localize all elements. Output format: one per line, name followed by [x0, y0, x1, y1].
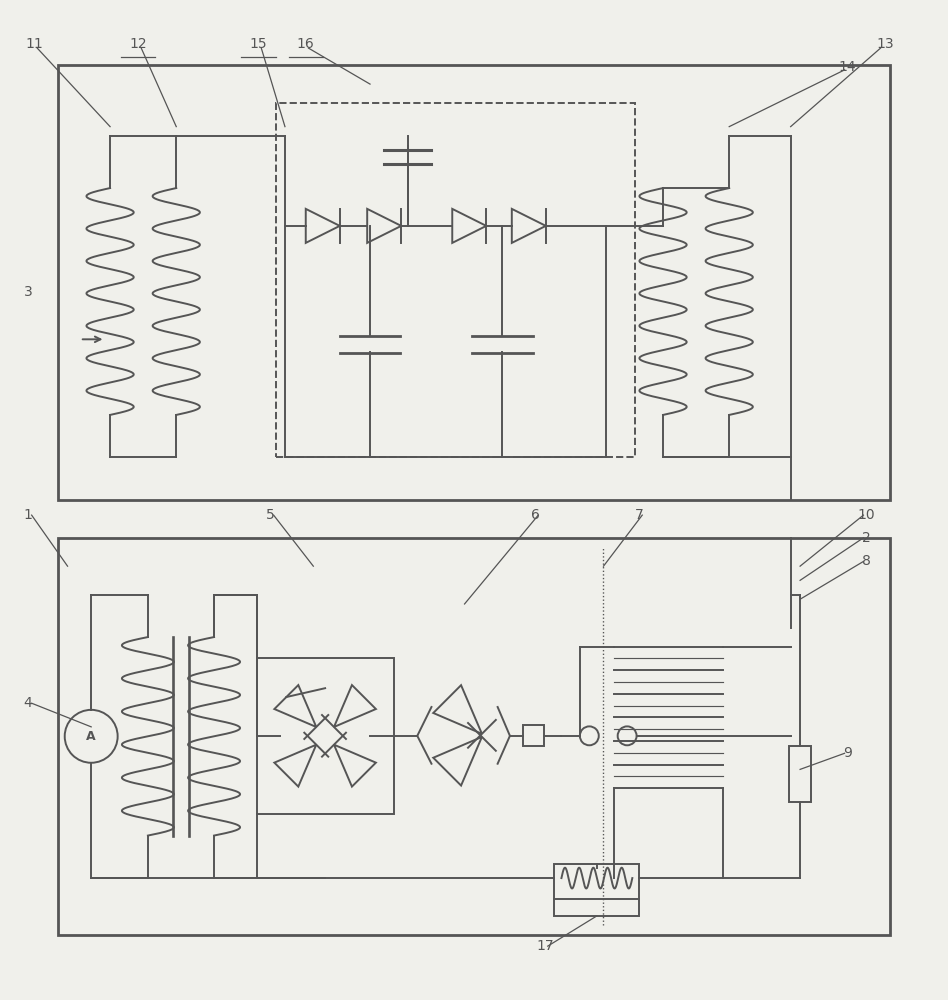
Bar: [257, 658, 393, 814]
Text: 1: 1: [24, 508, 32, 522]
Text: 3: 3: [24, 285, 32, 299]
Bar: [789, 746, 811, 802]
Text: A: A: [86, 730, 96, 743]
Bar: [58, 65, 890, 500]
Text: 8: 8: [862, 554, 870, 568]
Text: 16: 16: [297, 37, 315, 51]
Text: 15: 15: [249, 37, 267, 51]
Bar: [276, 103, 635, 457]
Text: 12: 12: [130, 37, 147, 51]
Text: 17: 17: [536, 939, 554, 953]
Text: 13: 13: [876, 37, 894, 51]
Text: 9: 9: [843, 746, 852, 760]
Bar: [555, 864, 639, 916]
Bar: [58, 538, 890, 935]
Text: 14: 14: [839, 60, 856, 74]
Text: 7: 7: [635, 508, 644, 522]
Text: 11: 11: [26, 37, 44, 51]
Bar: [523, 725, 544, 746]
Text: 6: 6: [531, 508, 539, 522]
Text: 2: 2: [862, 531, 870, 545]
Text: 5: 5: [266, 508, 275, 522]
Text: 4: 4: [24, 696, 32, 710]
Text: 10: 10: [857, 508, 875, 522]
